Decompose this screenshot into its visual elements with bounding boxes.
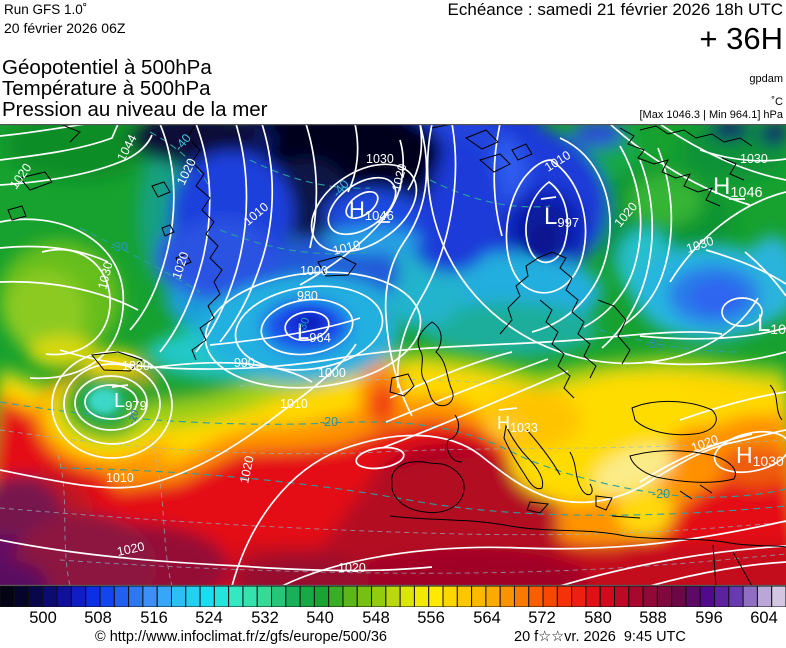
svg-text:1030: 1030	[95, 260, 115, 290]
svg-text:1020: 1020	[116, 539, 146, 558]
svg-text:1020: 1020	[237, 454, 256, 484]
svg-text:1000: 1000	[318, 366, 346, 380]
svg-text:-30: -30	[110, 240, 128, 254]
svg-text:1020: 1020	[389, 162, 409, 192]
svg-text:1010: 1010	[280, 397, 308, 411]
svg-text:-30: -30	[645, 337, 663, 351]
svg-text:1000: 1000	[122, 359, 150, 373]
svg-text:990: 990	[234, 356, 255, 370]
svg-text:1020: 1020	[338, 561, 366, 575]
svg-text:1030: 1030	[740, 152, 768, 166]
svg-text:-20: -20	[126, 408, 141, 426]
svg-text:-20: -20	[652, 487, 670, 501]
svg-text:1010: 1010	[106, 471, 134, 485]
svg-text:980: 980	[297, 289, 318, 303]
svg-text:1030: 1030	[366, 152, 394, 166]
svg-text:-20: -20	[320, 415, 338, 429]
svg-text:1010: 1010	[331, 238, 361, 258]
svg-text:-30: -30	[296, 316, 313, 335]
svg-text:1000: 1000	[300, 264, 328, 278]
